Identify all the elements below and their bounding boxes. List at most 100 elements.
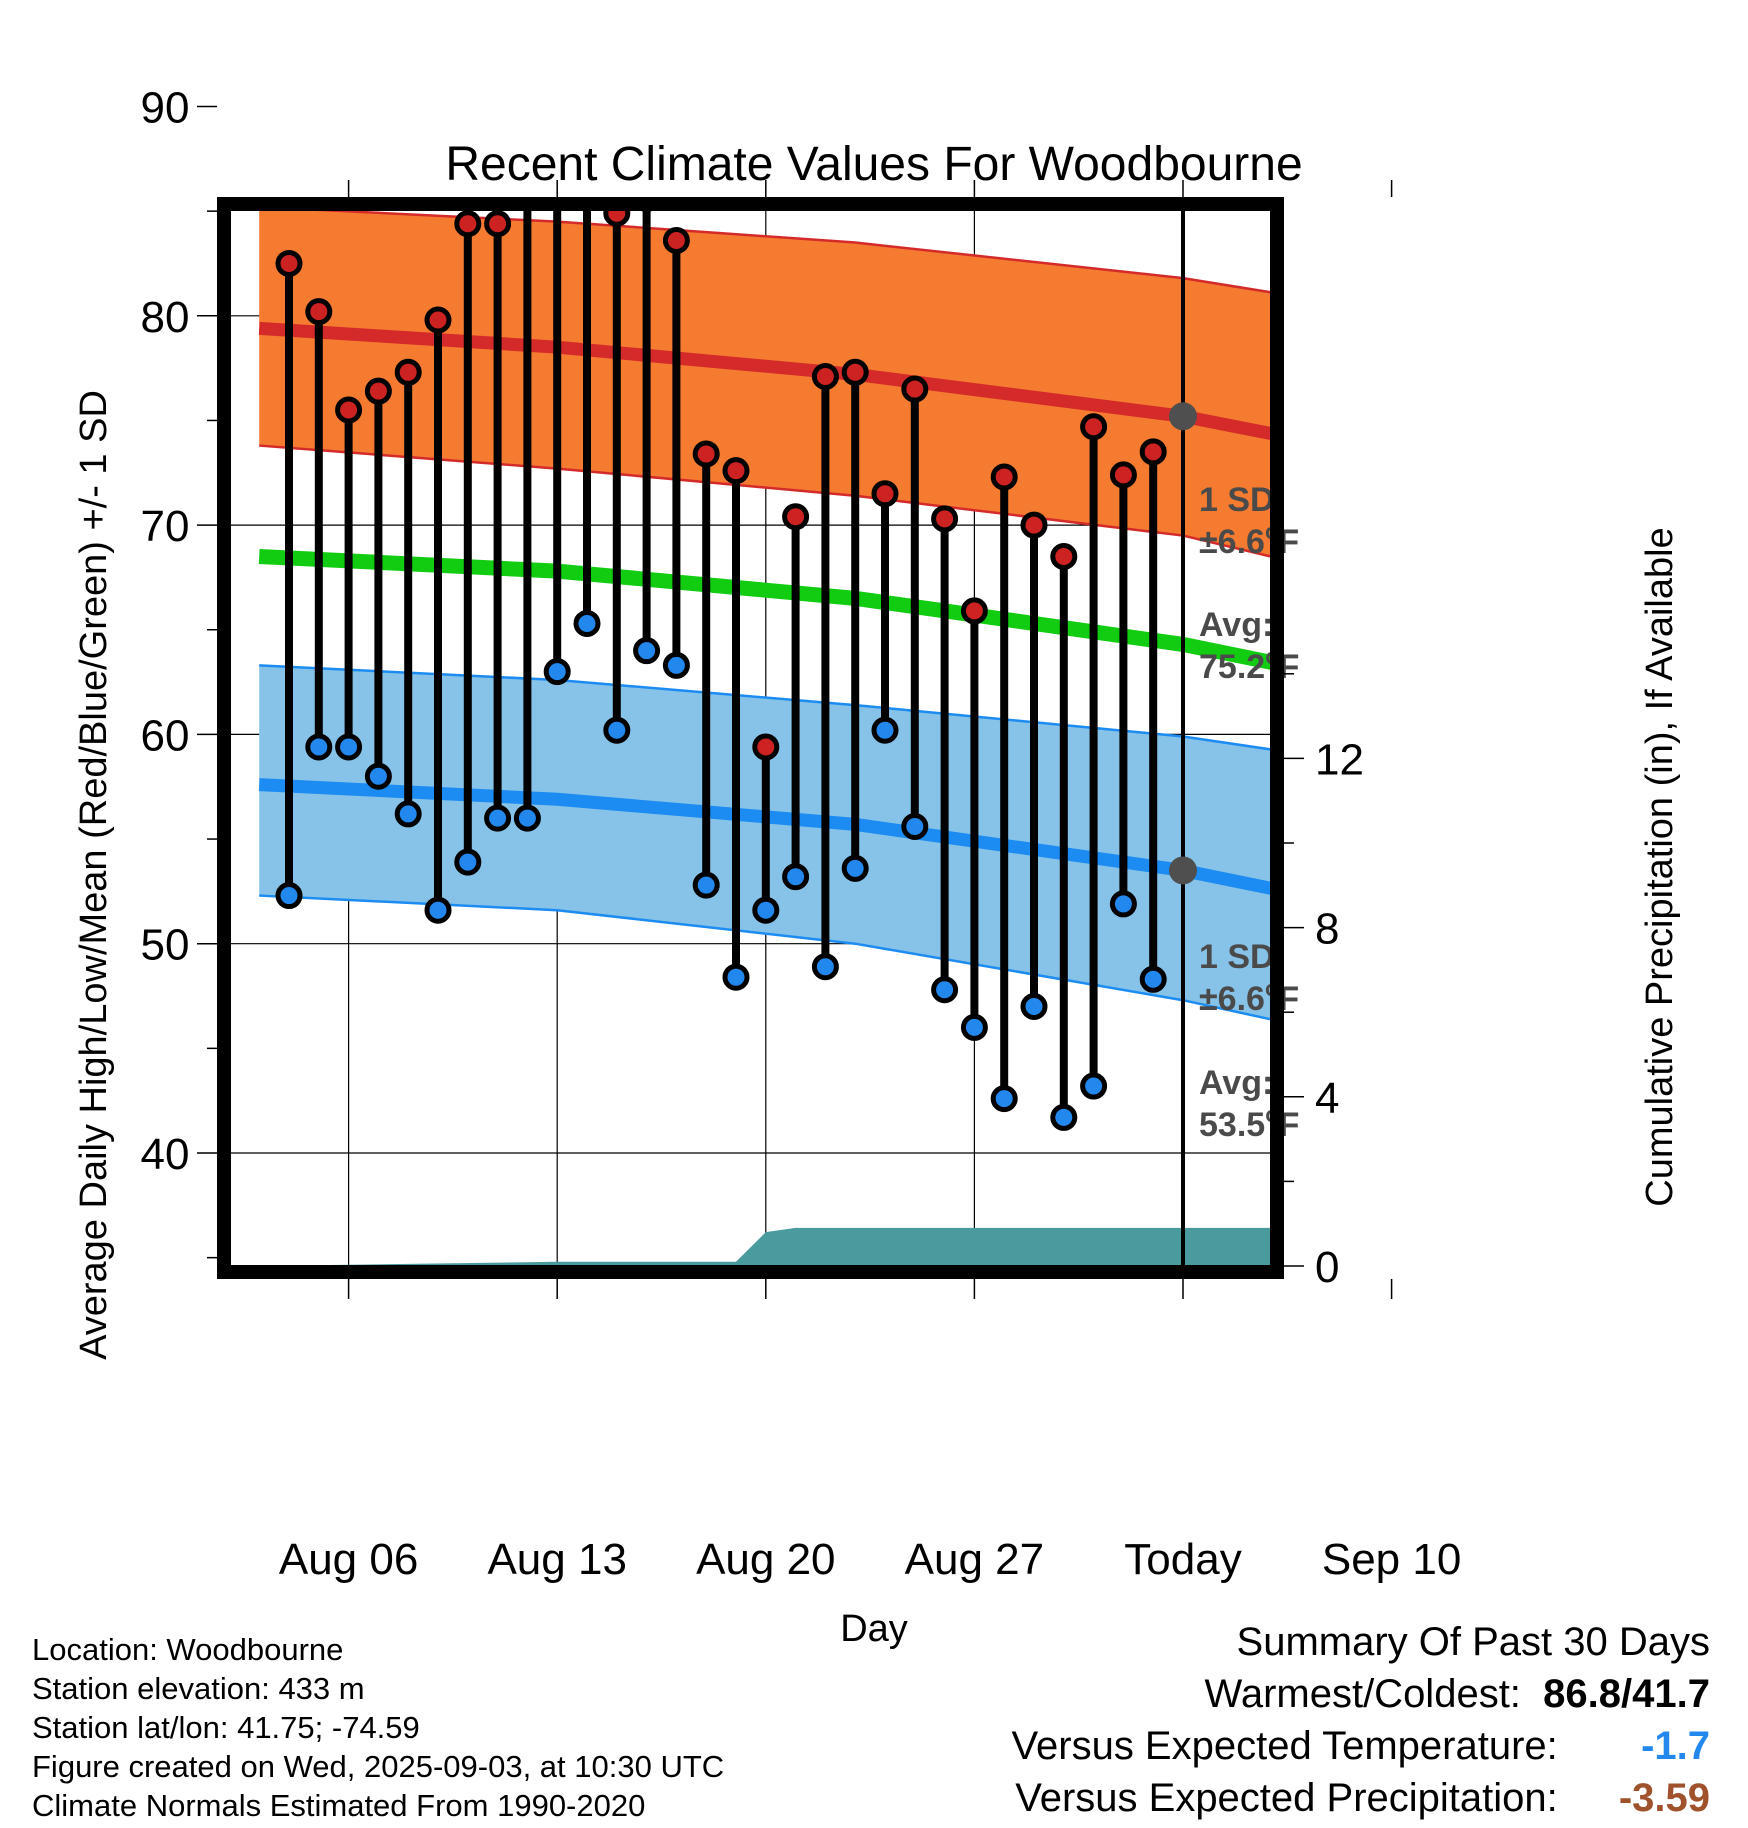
high-temp-point <box>782 503 810 531</box>
today-days-label-1: 30 <box>1195 1380 1235 1421</box>
high-temp-point <box>454 211 482 238</box>
y2-tick-label: 0 <box>1315 1243 1339 1292</box>
low-avg-annotation-value: 53.5oF <box>1199 1102 1299 1144</box>
created-text: Figure created on Wed, 2025-09-03, at 10… <box>32 1749 725 1784</box>
low-temp-point <box>484 804 512 832</box>
low-temp-point <box>752 896 780 924</box>
high-avg-annotation: Avg:75.2oF <box>1199 606 1299 686</box>
low-avg-annotation-label: Avg: <box>1199 1064 1273 1102</box>
x-tick-label: Sep 10 <box>1322 1535 1461 1584</box>
precip-departure-value: -3.59 <box>1618 1776 1710 1820</box>
x-tick-label: Aug 13 <box>487 1535 626 1584</box>
low-temp-point <box>1139 965 1167 993</box>
low-sd-lower-edge <box>259 894 1270 1021</box>
low-temp-point <box>454 848 482 876</box>
y-tick-label: 90 <box>141 84 190 133</box>
high-temp-point <box>871 480 899 508</box>
y-axis-ticks: 40 50 60 70 80 90 <box>141 84 217 1259</box>
y-tick-label: 70 <box>141 502 190 551</box>
high-temp-point <box>662 226 690 254</box>
low-temp-point <box>811 953 839 981</box>
high-temp-point <box>335 396 363 424</box>
high-temp-point <box>1050 542 1078 570</box>
high-temp-point <box>811 362 839 390</box>
y2-tick-label: 4 <box>1315 1074 1339 1123</box>
low-temp-point <box>871 716 899 744</box>
temp-departure-value: -1.7 <box>1641 1724 1710 1768</box>
high-temp-point <box>364 377 392 405</box>
x-tick-label: Aug 06 <box>279 1535 418 1584</box>
y-tick-label: 80 <box>141 293 190 342</box>
low-temp-point <box>1020 992 1048 1020</box>
x-axis-ticks: Aug 06 Aug 13 Aug 20 Aug 27 Today Sep 10 <box>279 180 1461 1584</box>
high-temp-point <box>901 375 929 403</box>
high-temp-point <box>1139 438 1167 466</box>
y2-tick-label: 8 <box>1315 905 1339 954</box>
warmest-coldest-row: Warmest/Coldest: 86.8/41.7 <box>1205 1674 1710 1714</box>
low-temp-point <box>960 1013 988 1041</box>
y2-axis-ticks: 0 4 8 12 <box>1284 673 1364 1292</box>
temp-departure-label: Versus Expected Temperature: <box>1011 1724 1558 1768</box>
low-temp-point <box>1080 1072 1108 1100</box>
chart-title: Recent Climate Values For Woodbourne <box>445 138 1302 191</box>
low-temp-point <box>722 963 750 991</box>
y-tick-label: 50 <box>141 921 190 970</box>
x-axis-label: Day <box>840 1608 908 1650</box>
value-separator: / <box>1621 1672 1633 1716</box>
x-tick-label: Aug 20 <box>696 1535 835 1584</box>
warmest-coldest-label: Warmest/Coldest: <box>1204 1672 1521 1716</box>
low-temp-point <box>394 800 422 828</box>
low-temp-point <box>275 882 303 910</box>
elevation-text: Station elevation: 433 m <box>32 1671 365 1706</box>
low-temp-point <box>543 658 571 686</box>
low-temp-point <box>633 637 661 665</box>
precip-area <box>259 1227 1270 1266</box>
plot-frame <box>217 197 1284 1279</box>
high-temp-point <box>1020 511 1048 539</box>
location-text: Location: Woodbourne <box>32 1632 344 1667</box>
high-sd-annotation-value: ±6.6oF <box>1199 519 1299 561</box>
high-temp-point <box>692 440 720 468</box>
high-avg-annotation-value: 75.2oF <box>1199 644 1299 686</box>
temp-departure-row: Versus Expected Temperature: -1.7 <box>1012 1726 1710 1766</box>
today-days-label-2: Days <box>1195 1420 1281 1461</box>
y-tick-label: 60 <box>141 711 190 760</box>
low-temp-point <box>931 976 959 1004</box>
today-low-marker <box>1169 856 1197 885</box>
summary-title: Summary Of Past 30 Days <box>1236 1620 1710 1664</box>
high-temp-point <box>603 211 631 227</box>
low-temp-point <box>1050 1103 1078 1131</box>
high-temp-point <box>1109 461 1137 489</box>
low-temp-point <box>573 609 601 637</box>
low-temp-point <box>603 716 631 744</box>
high-temp-point <box>424 306 452 334</box>
high-avg-annotation-label: Avg: <box>1199 606 1273 644</box>
high-temp-point <box>752 733 780 761</box>
low-temp-point <box>841 854 869 882</box>
low-temp-point <box>305 733 333 761</box>
high-temp-point <box>722 457 750 485</box>
today-high-marker <box>1169 402 1197 431</box>
precip-departure-label: Versus Expected Precipitation: <box>1015 1776 1558 1820</box>
x-tick-label: Today <box>1124 1535 1241 1584</box>
low-temp-point <box>901 812 929 840</box>
low-temp-point <box>782 863 810 891</box>
low-temp-point <box>662 651 690 679</box>
y2-axis-label: Cumulative Precipitation (in), If Availa… <box>1639 527 1681 1206</box>
latlon-text: Station lat/lon: 41.75; -74.59 <box>32 1710 420 1745</box>
high-temp-point <box>931 505 959 533</box>
normals-text: Climate Normals Estimated From 1990-2020 <box>32 1788 646 1823</box>
low-temp-point <box>513 804 541 832</box>
low-avg-annotation: Avg:53.5oF <box>1199 1064 1299 1144</box>
high-sd-band <box>259 211 1270 557</box>
high-temp-point <box>305 298 333 326</box>
x-tick-label: Aug 27 <box>905 1535 1044 1584</box>
high-temp-point <box>1080 413 1108 441</box>
low-temp-point <box>692 871 720 899</box>
high-temp-point <box>275 249 303 277</box>
precip-departure-row: Versus Expected Precipitation: -3.59 <box>1015 1778 1710 1818</box>
low-temp-point <box>990 1085 1018 1113</box>
y-tick-label: 40 <box>141 1130 190 1179</box>
